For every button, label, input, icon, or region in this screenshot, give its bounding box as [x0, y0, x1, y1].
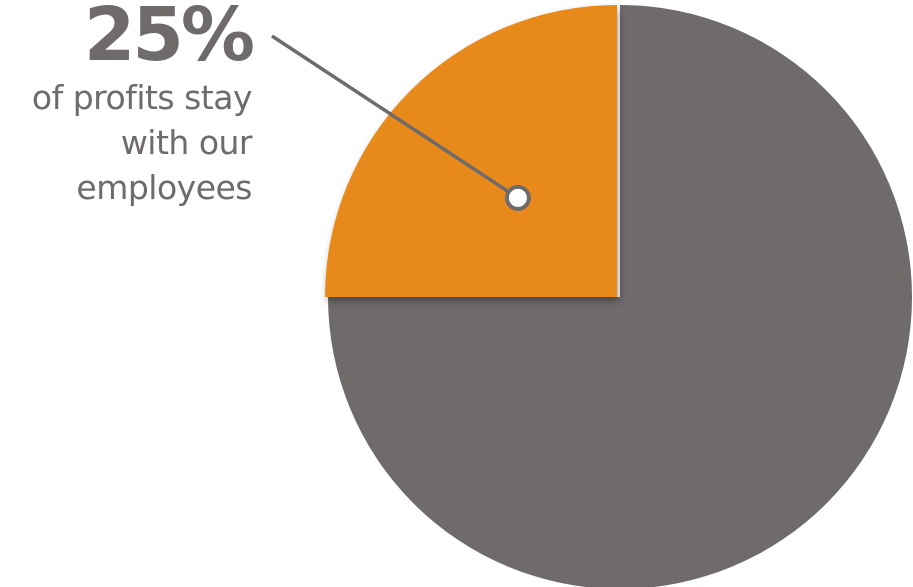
pie-slice-highlight [325, 5, 617, 297]
pie-slice-remainder [328, 5, 912, 587]
annotation-line-2: with our [120, 123, 253, 162]
pie-annotation: 25% of profits stay with our employees [0, 0, 255, 209]
annotation-line-3: employees [76, 168, 252, 207]
annotation-line-1: of profits stay [31, 78, 253, 117]
leader-line [271, 34, 519, 200]
annotation-value: 25% [83, 0, 255, 78]
leader-dot [504, 184, 531, 211]
